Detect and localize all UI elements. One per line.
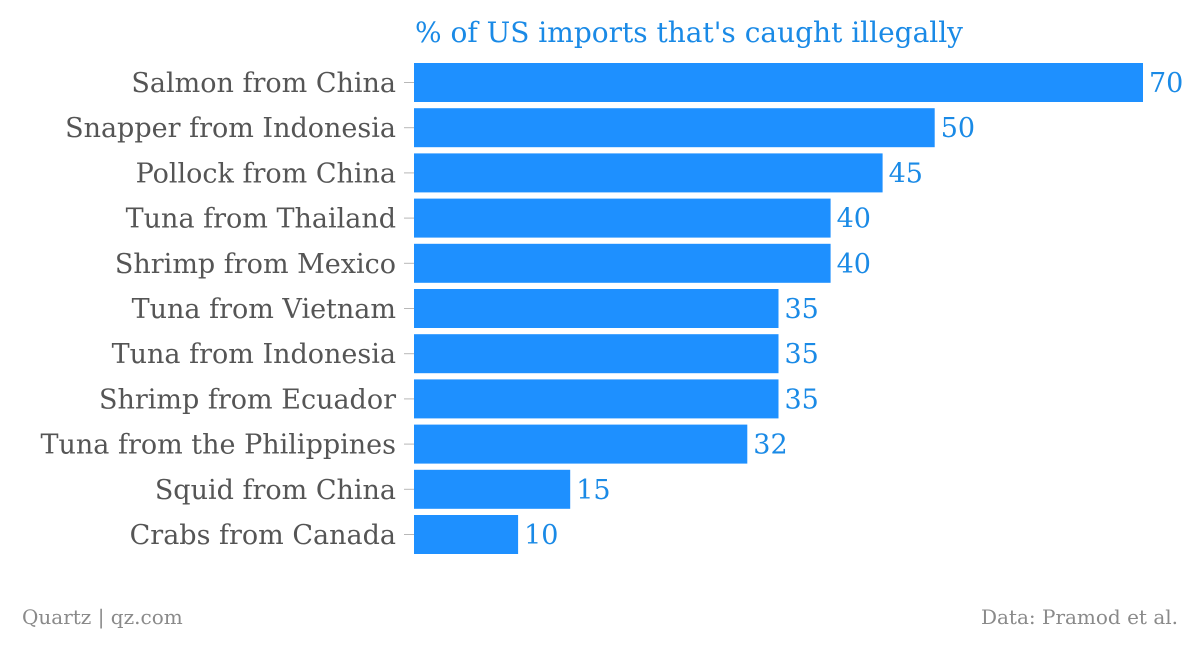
source-credit-right: Data: Pramod et al. bbox=[981, 605, 1178, 629]
category-label: Shrimp from Mexico bbox=[115, 249, 396, 280]
value-label: 32 bbox=[753, 430, 787, 461]
bar bbox=[414, 515, 519, 554]
category-label: Pollock from China bbox=[136, 158, 396, 189]
value-label: 15 bbox=[576, 475, 610, 506]
bars-layer bbox=[414, 63, 1143, 554]
bar bbox=[414, 153, 883, 193]
bar bbox=[414, 108, 935, 148]
bar bbox=[414, 243, 831, 283]
value-label: 35 bbox=[785, 384, 819, 415]
source-credit-left: Quartz | qz.com bbox=[22, 605, 183, 630]
category-label: Tuna from Vietnam bbox=[132, 294, 396, 325]
value-label: 35 bbox=[785, 294, 819, 325]
value-label: 50 bbox=[941, 113, 975, 144]
bar bbox=[414, 379, 779, 419]
value-label: 40 bbox=[837, 249, 871, 280]
category-label: Tuna from Thailand bbox=[126, 204, 396, 235]
category-label: Salmon from China bbox=[131, 68, 396, 99]
category-labels-layer: Salmon from China Snapper from Indonesia P… bbox=[41, 68, 397, 551]
value-label: 45 bbox=[889, 158, 923, 189]
value-label: 40 bbox=[837, 204, 871, 235]
chart-title: % of US imports that's caught illegally bbox=[415, 16, 963, 49]
category-label: Tuna from the Philippines bbox=[41, 430, 397, 461]
ticks-layer bbox=[404, 82, 414, 535]
value-label: 35 bbox=[785, 339, 819, 370]
bar bbox=[414, 63, 1143, 102]
value-label: 10 bbox=[524, 520, 558, 551]
bar bbox=[414, 198, 831, 238]
value-label: 70 bbox=[1149, 68, 1183, 99]
category-label: Tuna from Indonesia bbox=[112, 339, 396, 370]
value-labels-layer: 70 50 45 40 40 35 35 35 32 15 10 bbox=[524, 68, 1183, 551]
category-label: Crabs from Canada bbox=[130, 520, 396, 551]
bar bbox=[414, 334, 779, 374]
category-label: Shrimp from Ecuador bbox=[99, 384, 396, 415]
bar bbox=[414, 424, 748, 464]
category-label: Squid from China bbox=[155, 475, 396, 506]
category-label: Snapper from Indonesia bbox=[65, 113, 396, 144]
bar bbox=[414, 469, 571, 509]
bar bbox=[414, 289, 779, 328]
